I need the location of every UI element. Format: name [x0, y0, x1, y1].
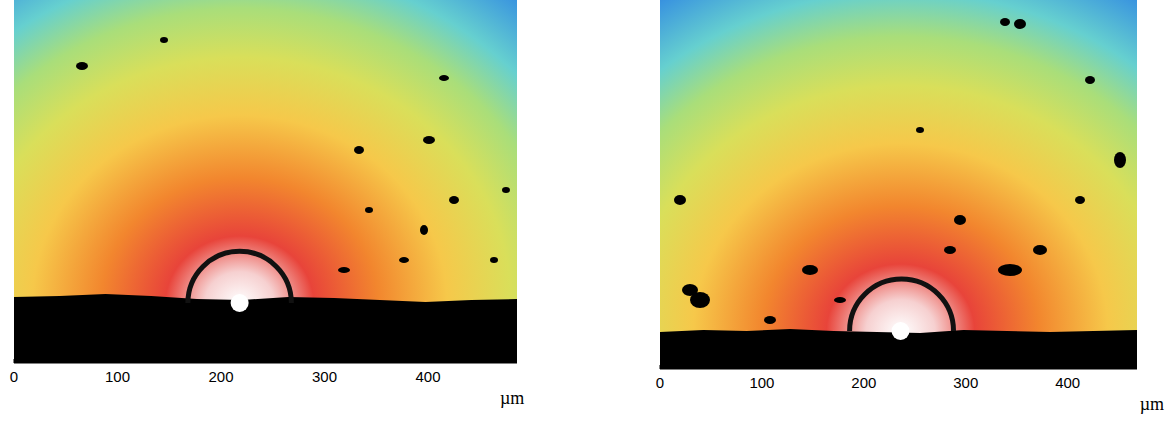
- orientation-map: [660, 0, 1137, 369]
- figure: 0 100 200 300 400 µm 0 100 200 300 400 µm: [0, 0, 1168, 423]
- panel: 0 100 200 300 400 µm: [656, 0, 1164, 414]
- unindexed-point: [399, 257, 409, 263]
- x-tick-label: 400: [1055, 374, 1080, 391]
- x-tick: [761, 365, 762, 369]
- unindexed-point: [944, 246, 956, 254]
- plot-area: [660, 0, 1137, 369]
- x-tick-label: 300: [953, 374, 978, 391]
- x-tick: [660, 365, 661, 369]
- unindexed-point: [1085, 76, 1095, 84]
- unindexed-point: [502, 187, 510, 193]
- specimen-edge: [14, 294, 517, 363]
- unindexed-point: [490, 257, 498, 263]
- x-tick-label: 200: [851, 374, 876, 391]
- unindexed-point: [76, 62, 88, 70]
- x-tick: [220, 359, 221, 363]
- unindexed-point: [1000, 18, 1010, 26]
- unindexed-point: [1033, 245, 1047, 255]
- x-tick: [1067, 365, 1068, 369]
- unindexed-point: [998, 264, 1022, 276]
- x-tick: [965, 365, 966, 369]
- x-axis-label: µm: [500, 388, 524, 408]
- indent-dot: [231, 294, 249, 312]
- x-tick-label: 0: [10, 368, 18, 385]
- x-axis: [660, 369, 1137, 370]
- unindexed-point: [439, 75, 449, 81]
- unindexed-point: [1114, 152, 1126, 168]
- unindexed-point: [354, 146, 364, 154]
- orientation-map: [14, 0, 517, 363]
- unindexed-point: [674, 195, 686, 205]
- x-tick: [324, 359, 325, 363]
- unindexed-point: [365, 207, 373, 213]
- x-tick: [117, 359, 118, 363]
- unindexed-point: [802, 265, 818, 275]
- unindexed-point: [682, 284, 698, 296]
- x-tick: [863, 365, 864, 369]
- x-axis: [14, 363, 517, 364]
- unindexed-point: [916, 127, 924, 133]
- x-tick-label: 100: [749, 374, 774, 391]
- x-tick-label: 0: [656, 374, 664, 391]
- indent-dot: [892, 322, 910, 340]
- x-tick: [14, 359, 15, 363]
- x-tick-label: 400: [415, 368, 440, 385]
- x-tick: [427, 359, 428, 363]
- unindexed-point: [449, 196, 459, 204]
- x-tick-label: 300: [312, 368, 337, 385]
- x-axis-label: µm: [1140, 394, 1164, 414]
- unindexed-point: [1014, 19, 1026, 29]
- unindexed-point: [954, 215, 966, 225]
- unindexed-point: [764, 316, 776, 324]
- unindexed-point: [420, 225, 428, 235]
- unindexed-point: [834, 297, 846, 303]
- unindexed-point: [160, 37, 168, 43]
- unindexed-point: [338, 267, 350, 273]
- x-tick-label: 200: [208, 368, 233, 385]
- plot-area: [14, 0, 517, 363]
- unindexed-point: [423, 136, 435, 144]
- panel: 0 100 200 300 400 µm: [10, 0, 525, 408]
- unindexed-point: [1075, 196, 1085, 204]
- x-tick-label: 100: [105, 368, 130, 385]
